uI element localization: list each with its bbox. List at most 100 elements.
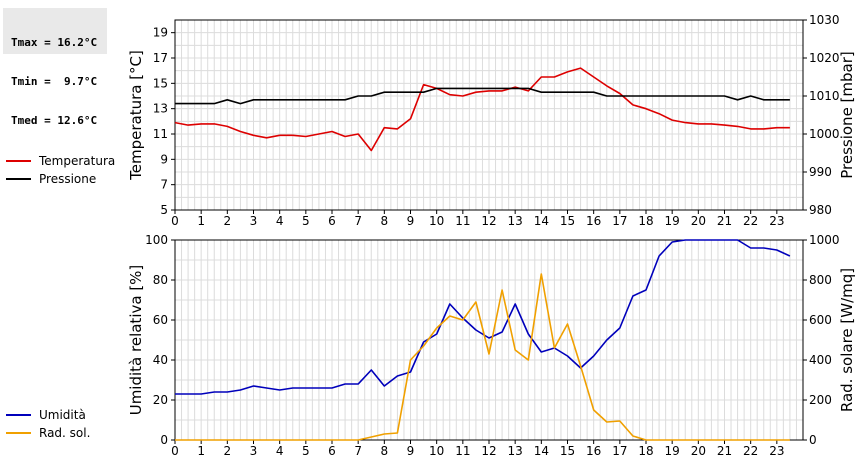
x-tick-label: 22 [743,444,758,458]
y2-tick-label: 1000 [809,233,840,247]
stats-box: Tmax = 16.2°C Tmin = 9.7°C Tmed = 12.6°C [3,8,107,127]
series-line-temperatura [174,67,790,152]
x-tick-label: 15 [560,444,575,458]
y2-tick-label: 200 [809,393,832,407]
x-tick-label: 10 [429,444,444,458]
x-tick-label: 8 [381,444,389,458]
x-tick-label: 12 [481,444,496,458]
x-tick-label: 17 [612,444,627,458]
x-tick-label: 3 [250,444,258,458]
y2-tick-label: 980 [809,203,832,217]
x-tick-label: 21 [717,214,732,228]
y2-tick-label: 1030 [809,13,840,27]
y-tick-label: 5 [160,203,168,217]
y2-tick-label: 600 [809,313,832,327]
x-tick-label: 23 [769,214,784,228]
x-tick-label: 2 [224,214,232,228]
x-tick-label: 1 [197,444,205,458]
y-tick-label: 80 [153,273,168,287]
tmin-label: Tmin = 9.7°C [11,75,98,88]
series-line-rad-sol [175,273,790,441]
x-tick-label: 19 [665,444,680,458]
x-tick-label: 21 [717,444,732,458]
y-tick-label: 100 [145,233,168,247]
legend-top-chart: Temperatura Pressione [6,152,115,188]
y-tick-label: 60 [153,313,168,327]
y-tick-label: 17 [153,51,168,65]
x-tick-label: 7 [354,214,362,228]
y-tick-label: 9 [160,152,168,166]
legend-item-pressione: Pressione [6,170,115,188]
x-tick-label: 14 [534,214,549,228]
legend-swatch-temperatura [6,160,31,162]
y2-tick-label: 800 [809,273,832,287]
x-tick-label: 18 [638,214,653,228]
legend-bottom-chart: Umidità Rad. sol. [6,406,90,442]
x-tick-label: 8 [381,214,389,228]
x-tick-label: 9 [407,214,415,228]
y-axis-label: Temperatura [°C] [127,50,145,181]
x-tick-label: 9 [407,444,415,458]
x-tick-label: 11 [455,214,470,228]
series-line-umidit [175,239,791,395]
y2-tick-label: 400 [809,353,832,367]
y-tick-label: 0 [160,433,168,447]
y2-axis-label: Pressione [mbar] [838,51,856,179]
x-tick-label: 15 [560,214,575,228]
x-tick-label: 6 [328,444,336,458]
x-tick-label: 23 [769,444,784,458]
x-tick-label: 20 [691,444,706,458]
x-tick-label: 20 [691,214,706,228]
x-tick-label: 2 [224,444,232,458]
x-tick-label: 18 [638,444,653,458]
x-tick-label: 11 [455,444,470,458]
x-tick-label: 0 [171,444,179,458]
x-tick-label: 10 [429,214,444,228]
legend-swatch-pressione [6,178,31,180]
legend-label-temperatura: Temperatura [39,154,116,168]
y-axis-label: Umidità relativa [%] [127,265,145,416]
y-tick-label: 40 [153,353,168,367]
y-tick-label: 11 [153,127,168,141]
x-tick-label: 17 [612,214,627,228]
y2-tick-label: 1020 [809,51,840,65]
tmax-label: Tmax = 16.2°C [11,36,98,49]
tmed-label: Tmed = 12.6°C [11,114,98,127]
x-tick-label: 16 [586,214,601,228]
y2-axis-label: Rad. solare [W/mq] [838,268,856,412]
y-tick-label: 20 [153,393,168,407]
x-tick-label: 16 [586,444,601,458]
x-tick-label: 5 [302,214,310,228]
x-tick-label: 14 [534,444,549,458]
legend-item-rad-sol: Rad. sol. [6,424,90,442]
x-tick-label: 5 [302,444,310,458]
y-tick-label: 7 [160,178,168,192]
legend-item-umidita: Umidità [6,406,90,424]
y2-tick-label: 1000 [809,127,840,141]
x-tick-label: 3 [250,214,258,228]
legend-item-temperatura: Temperatura [6,152,115,170]
legend-swatch-umidita [6,414,31,416]
y-tick-label: 15 [153,76,168,90]
x-tick-label: 12 [481,214,496,228]
series-line-pressione [175,87,790,105]
x-tick-label: 1 [197,214,205,228]
x-tick-label: 7 [354,444,362,458]
y2-tick-label: 1010 [809,89,840,103]
x-tick-label: 6 [328,214,336,228]
x-tick-label: 4 [276,214,284,228]
legend-swatch-rad-sol [6,432,31,434]
x-tick-label: 13 [508,444,523,458]
legend-label-rad-sol: Rad. sol. [39,426,91,440]
x-tick-label: 0 [171,214,179,228]
y2-tick-label: 990 [809,165,832,179]
y-tick-label: 19 [153,26,168,40]
x-tick-label: 4 [276,444,284,458]
legend-label-umidita: Umidità [39,408,86,422]
x-tick-label: 19 [665,214,680,228]
x-tick-label: 13 [508,214,523,228]
legend-label-pressione: Pressione [39,172,97,186]
y2-tick-label: 0 [809,433,817,447]
x-tick-label: 22 [743,214,758,228]
